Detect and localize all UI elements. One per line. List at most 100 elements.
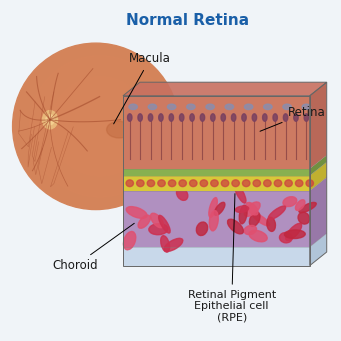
Ellipse shape (123, 232, 136, 250)
Ellipse shape (147, 180, 155, 187)
Ellipse shape (138, 114, 142, 121)
Ellipse shape (150, 213, 164, 228)
Ellipse shape (159, 215, 170, 233)
Ellipse shape (299, 203, 316, 213)
Ellipse shape (149, 224, 168, 235)
Ellipse shape (264, 180, 271, 187)
Ellipse shape (169, 114, 174, 121)
Ellipse shape (264, 104, 272, 109)
Ellipse shape (242, 180, 250, 187)
Ellipse shape (280, 233, 292, 243)
Ellipse shape (285, 180, 292, 187)
Text: Macula: Macula (114, 52, 171, 124)
Ellipse shape (235, 206, 249, 212)
Ellipse shape (295, 200, 305, 210)
Ellipse shape (252, 213, 270, 226)
Ellipse shape (148, 114, 153, 121)
Circle shape (13, 43, 179, 210)
Polygon shape (123, 191, 310, 247)
Ellipse shape (267, 217, 276, 232)
Ellipse shape (295, 180, 303, 187)
Ellipse shape (302, 104, 311, 109)
Polygon shape (310, 82, 327, 169)
Polygon shape (123, 96, 310, 169)
Ellipse shape (232, 114, 236, 121)
Ellipse shape (137, 180, 144, 187)
Ellipse shape (211, 114, 215, 121)
Ellipse shape (168, 180, 176, 187)
Circle shape (50, 76, 150, 176)
Ellipse shape (244, 225, 256, 235)
Ellipse shape (244, 104, 253, 109)
Ellipse shape (286, 223, 302, 240)
Ellipse shape (214, 202, 225, 216)
Ellipse shape (244, 202, 260, 216)
Ellipse shape (268, 206, 286, 220)
Ellipse shape (304, 114, 309, 121)
Ellipse shape (263, 114, 267, 121)
Ellipse shape (249, 230, 267, 242)
Ellipse shape (246, 203, 258, 215)
Ellipse shape (107, 121, 132, 138)
Ellipse shape (221, 114, 225, 121)
Polygon shape (123, 82, 327, 96)
Ellipse shape (253, 180, 261, 187)
Ellipse shape (284, 230, 305, 239)
Ellipse shape (232, 180, 239, 187)
Ellipse shape (43, 110, 58, 129)
Ellipse shape (221, 180, 229, 187)
Ellipse shape (242, 114, 246, 121)
Ellipse shape (249, 212, 260, 226)
Ellipse shape (274, 180, 282, 187)
Ellipse shape (177, 188, 188, 201)
Ellipse shape (225, 104, 234, 109)
Ellipse shape (298, 212, 310, 224)
Ellipse shape (283, 197, 297, 207)
Ellipse shape (179, 180, 187, 187)
Text: Retina: Retina (260, 106, 325, 131)
Ellipse shape (148, 104, 157, 109)
Circle shape (29, 56, 170, 197)
Ellipse shape (167, 104, 176, 109)
Ellipse shape (234, 184, 246, 203)
Ellipse shape (129, 104, 137, 109)
Ellipse shape (46, 115, 54, 125)
Ellipse shape (190, 180, 197, 187)
Polygon shape (310, 155, 327, 176)
Ellipse shape (179, 114, 184, 121)
Polygon shape (123, 247, 310, 266)
Ellipse shape (206, 104, 214, 109)
Polygon shape (123, 176, 310, 191)
Ellipse shape (190, 114, 194, 121)
Ellipse shape (187, 104, 195, 109)
Text: Retinal Pigment
Epithelial cell
(RPE): Retinal Pigment Epithelial cell (RPE) (188, 194, 276, 323)
Ellipse shape (159, 114, 163, 121)
Ellipse shape (273, 114, 277, 121)
Ellipse shape (138, 215, 150, 228)
Ellipse shape (164, 238, 183, 251)
Ellipse shape (200, 180, 208, 187)
Ellipse shape (211, 180, 218, 187)
Ellipse shape (283, 114, 288, 121)
Ellipse shape (252, 114, 257, 121)
Ellipse shape (126, 207, 147, 218)
Ellipse shape (161, 236, 169, 252)
Polygon shape (310, 177, 327, 247)
Ellipse shape (227, 219, 243, 234)
Ellipse shape (126, 180, 133, 187)
Polygon shape (123, 169, 310, 176)
Ellipse shape (239, 205, 247, 224)
Ellipse shape (128, 114, 132, 121)
Ellipse shape (283, 104, 291, 109)
Ellipse shape (209, 197, 217, 218)
Text: Choroid: Choroid (53, 223, 134, 272)
Ellipse shape (158, 180, 165, 187)
Ellipse shape (196, 222, 208, 236)
Polygon shape (310, 162, 327, 191)
Polygon shape (310, 233, 327, 266)
Ellipse shape (306, 180, 313, 187)
Text: Normal Retina: Normal Retina (126, 13, 249, 28)
Ellipse shape (200, 114, 205, 121)
Ellipse shape (294, 114, 298, 121)
Ellipse shape (209, 211, 218, 231)
